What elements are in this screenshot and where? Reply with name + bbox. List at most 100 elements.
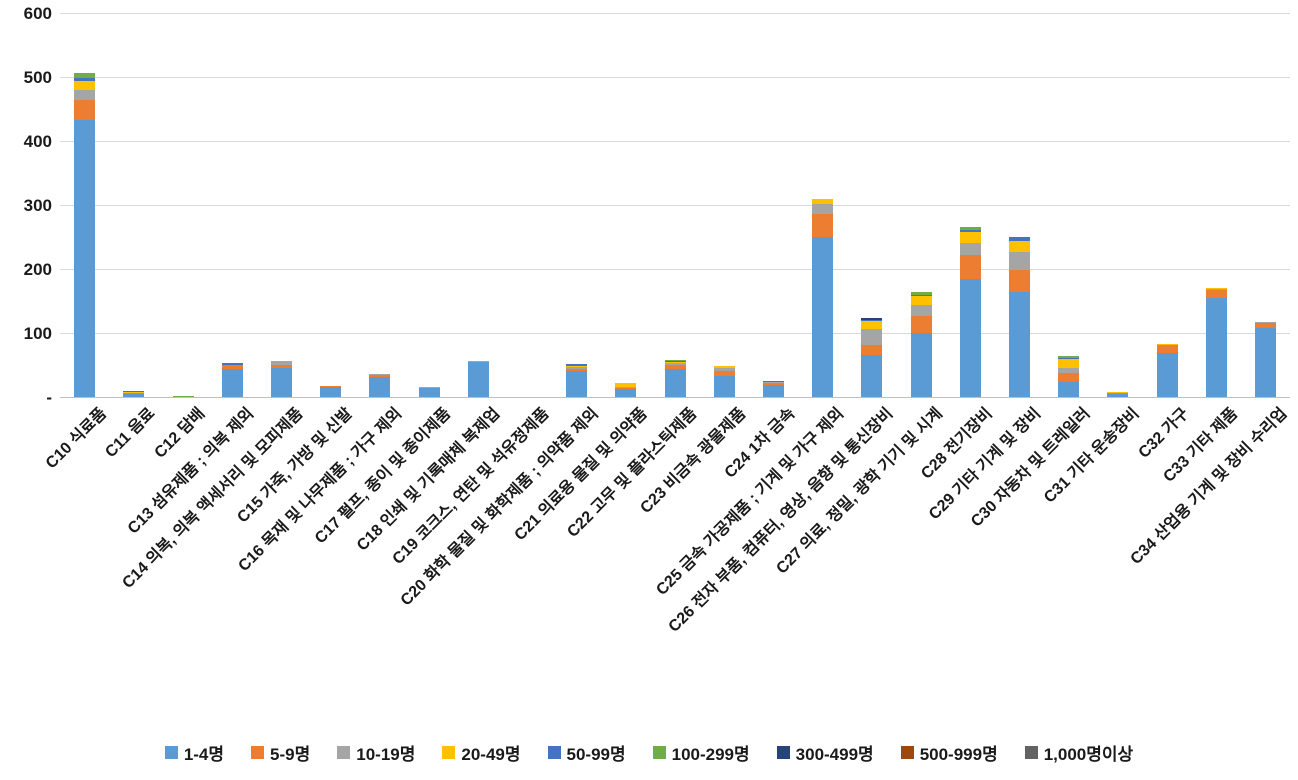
legend-item: 20-49명 bbox=[442, 740, 521, 765]
legend-item: 300-499명 bbox=[776, 740, 874, 765]
bar-segment bbox=[566, 363, 588, 366]
bar-segment bbox=[861, 328, 883, 345]
x-axis-line bbox=[60, 397, 1290, 398]
bar-segment bbox=[861, 344, 883, 355]
bar-segment bbox=[1058, 373, 1080, 382]
bar-segment bbox=[1254, 322, 1276, 323]
bar-segment bbox=[369, 373, 391, 375]
bar-segment bbox=[713, 375, 735, 397]
bar-segment bbox=[1107, 393, 1129, 394]
bar-segment bbox=[861, 321, 883, 329]
bar-segment bbox=[270, 361, 292, 365]
bar-segment bbox=[615, 382, 637, 387]
bar-segment bbox=[1008, 292, 1030, 397]
bar-segment bbox=[1008, 237, 1030, 242]
bar-segment bbox=[467, 361, 489, 363]
y-axis-tick-label: 500 bbox=[23, 68, 52, 87]
legend-swatch-icon bbox=[900, 745, 914, 759]
bar-segment bbox=[74, 81, 96, 90]
y-axis-tick-label: 400 bbox=[23, 132, 52, 151]
legend-item: 100-299명 bbox=[652, 740, 750, 765]
bar-segment bbox=[1058, 367, 1080, 374]
bar-segment bbox=[959, 279, 981, 397]
bar-segment bbox=[959, 227, 981, 230]
bar-segment bbox=[812, 213, 834, 237]
bar-segment bbox=[566, 366, 588, 369]
bar-segment bbox=[910, 333, 932, 397]
bar-segment bbox=[123, 392, 145, 394]
legend-swatch-icon bbox=[547, 745, 561, 759]
gridline-200 bbox=[60, 269, 1290, 270]
bar-segment bbox=[566, 365, 588, 367]
bar-segment bbox=[713, 366, 735, 369]
legend-label: 300-499명 bbox=[795, 744, 874, 764]
bar-segment bbox=[1058, 356, 1080, 358]
bar-segment bbox=[74, 100, 96, 120]
bar-segment bbox=[418, 386, 440, 389]
bar-segment bbox=[615, 388, 637, 397]
bar-segment bbox=[1205, 297, 1227, 397]
legend-label: 1-4명 bbox=[183, 744, 225, 764]
bar-segment bbox=[221, 365, 243, 370]
gridline-600 bbox=[60, 13, 1290, 14]
legend-item: 500-999명 bbox=[900, 740, 998, 765]
bar-segment bbox=[1058, 381, 1080, 397]
bar-segment bbox=[664, 368, 686, 397]
bar-segment bbox=[467, 362, 489, 397]
bar-segment bbox=[270, 368, 292, 397]
bar-segment bbox=[1008, 270, 1030, 293]
legend-label: 100-299명 bbox=[671, 744, 750, 764]
bar-segment bbox=[762, 382, 784, 386]
y-axis-tick-label: - bbox=[46, 388, 52, 407]
bar-segment bbox=[812, 199, 834, 205]
bar-segment bbox=[123, 390, 145, 392]
bar-segment bbox=[910, 316, 932, 333]
bar-segment bbox=[1156, 343, 1178, 346]
bar-segment bbox=[1058, 359, 1080, 368]
y-axis-tick-label: 200 bbox=[23, 260, 52, 279]
bar-segment bbox=[1254, 322, 1276, 328]
bar-segment bbox=[123, 391, 145, 393]
legend-swatch-icon bbox=[164, 745, 178, 759]
bar-segment bbox=[1107, 393, 1129, 397]
gridline-100 bbox=[60, 333, 1290, 334]
bar-segment bbox=[74, 73, 96, 78]
bar-segment bbox=[369, 376, 391, 397]
bar-segment bbox=[664, 359, 686, 361]
bar-segment bbox=[812, 204, 834, 214]
bar-segment bbox=[1254, 327, 1276, 397]
bar-segment bbox=[959, 229, 981, 232]
legend-item: 10-19명 bbox=[337, 740, 415, 765]
legend-label: 1,000명이상 bbox=[1043, 744, 1134, 764]
legend-swatch-icon bbox=[652, 745, 666, 759]
bar-segment bbox=[959, 254, 981, 280]
bar-segment bbox=[910, 304, 932, 317]
bar-segment bbox=[910, 292, 932, 295]
legend-item: 1-4명 bbox=[164, 740, 225, 765]
bar-segment bbox=[910, 295, 932, 305]
bar-segment bbox=[1205, 288, 1227, 290]
bar-segment bbox=[320, 386, 342, 388]
bar-segment bbox=[1008, 241, 1030, 253]
bar-segment bbox=[762, 385, 784, 397]
bar-segment bbox=[910, 294, 932, 296]
x-axis-category-label: C14 의복, 의복 액세서리 및 모피제품 bbox=[119, 405, 307, 592]
y-axis-tick-label: 600 bbox=[23, 4, 52, 23]
x-axis-category-label: C11 음료 bbox=[102, 405, 159, 462]
bar-segment bbox=[418, 388, 440, 397]
legend-swatch-icon bbox=[442, 745, 456, 759]
legend-item: 1,000명이상 bbox=[1024, 740, 1134, 765]
bar-segment bbox=[1107, 391, 1129, 394]
bar-segment bbox=[615, 386, 637, 388]
bar-segment bbox=[1205, 287, 1227, 289]
bar-segment bbox=[566, 371, 588, 397]
legend-label: 10-19명 bbox=[356, 744, 416, 764]
bar-segment bbox=[221, 369, 243, 397]
bar-segment bbox=[172, 395, 194, 397]
bar-segment bbox=[664, 365, 686, 369]
bar-segment bbox=[713, 371, 735, 376]
legend-label: 5-9명 bbox=[270, 744, 311, 764]
bar-segment bbox=[861, 354, 883, 397]
bar-segment bbox=[664, 361, 686, 364]
